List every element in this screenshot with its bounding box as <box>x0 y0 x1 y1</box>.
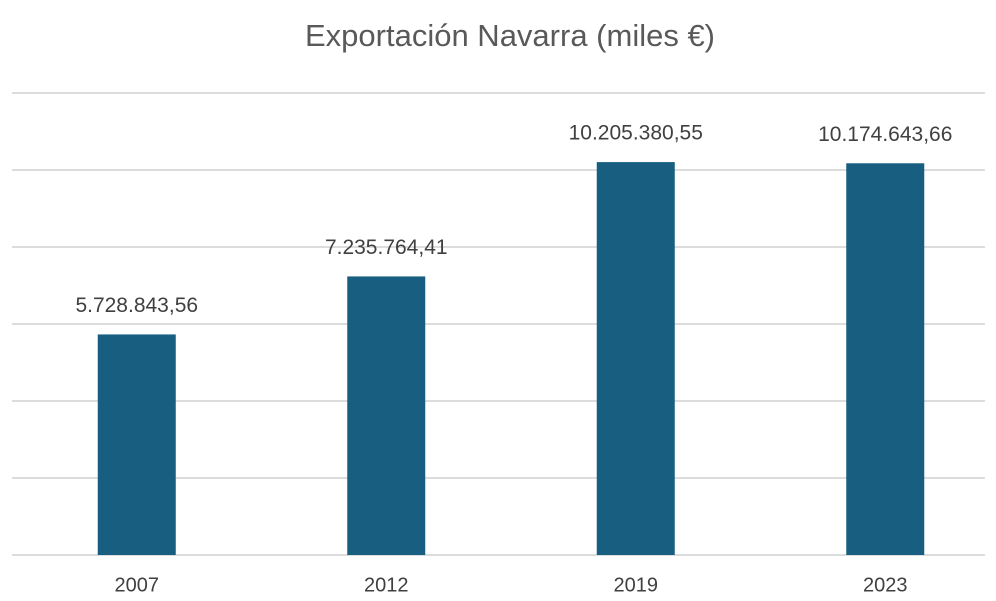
bar <box>596 162 675 556</box>
bar <box>347 276 426 555</box>
x-tick-label: 2023 <box>863 574 908 596</box>
x-tick-label: 2019 <box>614 574 659 596</box>
x-tick-label: 2012 <box>364 574 409 596</box>
data-label: 10.205.380,55 <box>569 122 703 145</box>
x-tick-label: 2007 <box>115 574 160 596</box>
bar <box>97 334 176 555</box>
bar <box>846 163 925 555</box>
chart-title: Exportación Navarra (miles €) <box>305 18 715 53</box>
data-label: 5.728.843,56 <box>75 294 198 317</box>
data-label: 7.235.764,41 <box>325 236 448 259</box>
data-label: 10.174.643,66 <box>818 123 952 146</box>
